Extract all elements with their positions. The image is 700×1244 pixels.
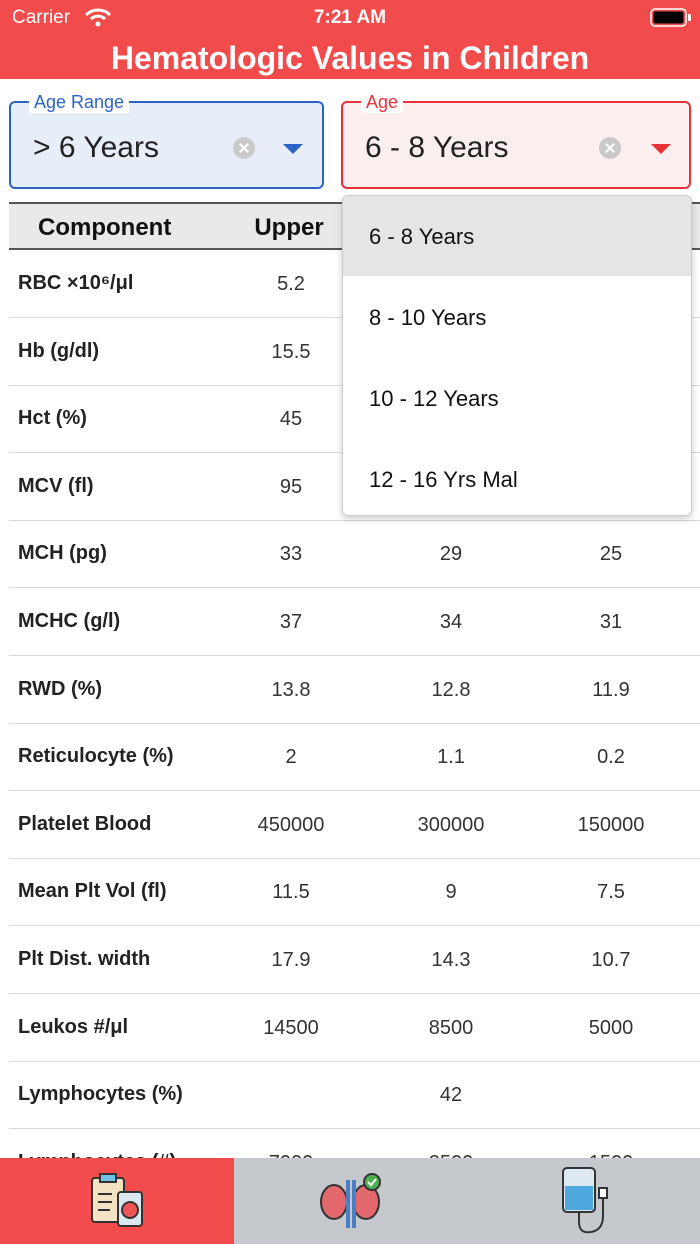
field-label: Age (361, 91, 404, 113)
table-row: MCH (pg) 33 29 25 (9, 520, 700, 589)
field-label: Age Range (29, 91, 130, 113)
row-label: RWD (%) (18, 677, 103, 700)
table-row: Plt Dist. width 17.9 14.3 10.7 (9, 926, 700, 994)
row-label: Hb (g/dl) (18, 339, 100, 362)
age-range-select[interactable]: Age Range > 6 Years (9, 91, 324, 189)
table-row: Platelet Blood 450000 300000 150000 (9, 791, 700, 859)
tab-bar (0, 1158, 700, 1244)
dropdown-option[interactable]: 8 - 10 Years (343, 277, 691, 357)
tab-icon (320, 1173, 381, 1228)
cell-value: 42 (439, 1084, 463, 1107)
table-row: Reticulocyte (%) 2 1.1 0.2 (9, 723, 700, 792)
row-label: Plt Dist. width (18, 948, 151, 970)
row-label: Hct (%) (18, 407, 87, 430)
tab[interactable] (234, 1158, 467, 1244)
dropdown-arrow[interactable] (651, 144, 671, 154)
clock: 7:21 AM (313, 7, 387, 28)
cell-value: 12.8 (431, 678, 471, 701)
table-row: Lymphocytes (%) 42 (9, 1061, 700, 1130)
cell-value: 5.2 (277, 273, 305, 295)
option-text: 6 - 8 Years (369, 224, 475, 249)
row-label: Platelet Blood (18, 812, 152, 835)
cell-value: 300000 (417, 813, 485, 836)
cell-value: 5000 (588, 1016, 634, 1039)
cell-value: 95 (279, 475, 303, 498)
row-label: Leukos #/μl (18, 1015, 129, 1038)
cell-value: 8500 (428, 1016, 474, 1039)
clear-button[interactable] (233, 137, 255, 159)
cell-value: 0.2 (597, 746, 625, 769)
row-label: RBC ×10⁶/μl (18, 272, 134, 294)
row-label: MCH (pg) (18, 542, 107, 565)
table-row: MCV (fl) 95 (9, 453, 700, 521)
cell-value: 17.9 (271, 949, 311, 971)
cell-value: 9 (445, 881, 457, 904)
cell-value: 29 (439, 543, 463, 566)
cell-value: 31 (599, 611, 623, 633)
battery-icon (650, 8, 691, 27)
cell-value: 14500 (263, 1016, 319, 1039)
field-value: > 6 Years (33, 131, 159, 164)
cell-value: 10.7 (591, 949, 631, 971)
tab-icon (91, 1173, 143, 1227)
column-header: Upper (254, 214, 324, 241)
cell-value: 34 (439, 611, 463, 633)
cell-value: 13.8 (271, 678, 311, 701)
row-label: MCHC (g/l) (18, 610, 121, 632)
cell-value: 33 (279, 543, 303, 566)
cell-value: 450000 (257, 813, 325, 836)
tab[interactable] (467, 1158, 700, 1244)
cell-value: 7.5 (597, 881, 625, 904)
cell-value: 150000 (577, 813, 645, 836)
carrier: Carrier (12, 7, 71, 28)
table-row: Mean Plt Vol (fl) 11.5 9 7.5 (9, 858, 700, 927)
clear-button[interactable] (599, 137, 621, 159)
row-label: Reticulocyte (%) (18, 745, 174, 768)
dropdown-menu: 6 - 8 Years 8 - 10 Years 10 - 12 Years 12 -… (342, 195, 692, 516)
dropdown-option[interactable]: 12 - 16 Yrs Mal (343, 439, 691, 515)
cell-value: 2 (285, 746, 297, 769)
cell-value: 11.9 (592, 678, 630, 701)
cell-value: 25 (599, 543, 623, 566)
tab-active[interactable] (0, 1158, 234, 1244)
dropdown-option[interactable]: 10 - 12 Years (343, 358, 691, 438)
option-text: 10 - 12 Years (369, 386, 499, 411)
top-bar: Carrier 7:21 AM Hematologic Values in Ch… (0, 0, 700, 79)
field-value: 6 - 8 Years (365, 131, 509, 164)
column-header: Component (38, 214, 172, 241)
cell-value: 14.3 (431, 949, 471, 971)
cell-value: 45 (279, 408, 303, 431)
cell-value: 15.5 (271, 340, 311, 363)
tab-icon (562, 1167, 608, 1234)
table-row: RWD (%) 13.8 12.8 11.9 (9, 656, 700, 724)
wifi-icon (84, 8, 112, 27)
option-text: 8 - 10 Years (369, 305, 487, 330)
dropdown-option[interactable]: 6 - 8 Years (343, 196, 691, 276)
table-row: Leukos #/μl 14500 8500 5000 (9, 994, 700, 1062)
dropdown-arrow[interactable] (283, 144, 303, 154)
cell-value: 37 (279, 611, 303, 633)
age-select[interactable]: Age 6 - 8 Years (341, 91, 691, 189)
table-row: MCHC (g/l) 37 34 31 (9, 588, 700, 656)
cell-value: 11.5 (272, 881, 310, 904)
row-label: Mean Plt Vol (fl) (18, 880, 167, 903)
cell-value: 1.1 (437, 746, 465, 769)
page-title: Hematologic Values in Children (110, 40, 590, 76)
row-label: Lymphocytes (%) (18, 1083, 183, 1106)
row-label: MCV (fl) (18, 474, 94, 497)
option-text: 12 - 16 Yrs Mal (369, 467, 518, 492)
